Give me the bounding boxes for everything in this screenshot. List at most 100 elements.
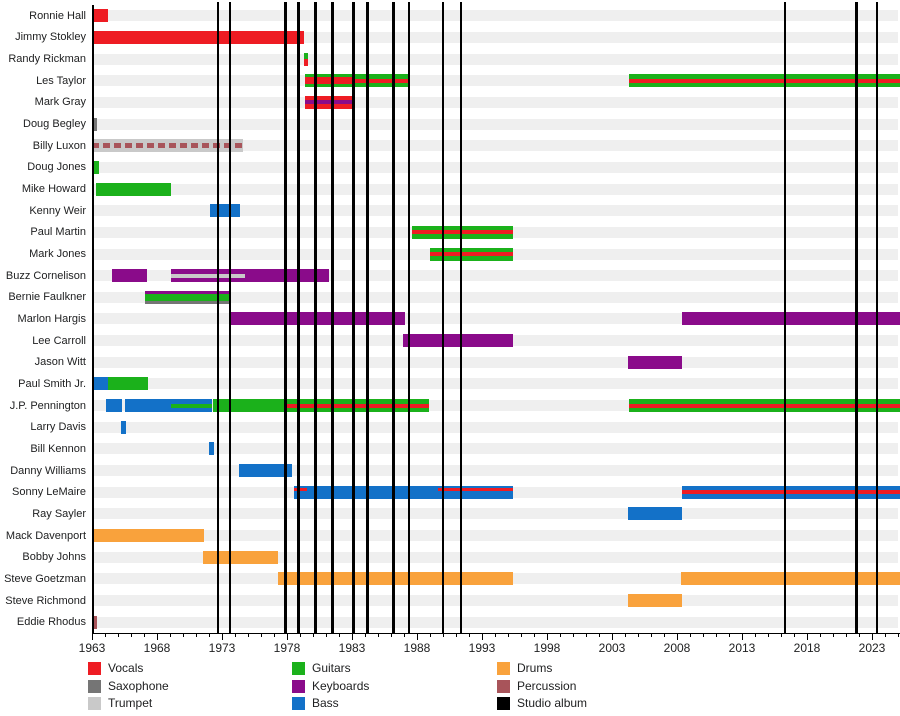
x-axis-tick [846, 632, 848, 637]
bar-stripe [92, 143, 243, 149]
timeline-bar [92, 139, 243, 153]
x-axis-tick-label: 2018 [793, 640, 821, 655]
timeline-bar [210, 204, 241, 218]
row-track [92, 270, 898, 282]
timeline-bar [120, 420, 126, 434]
x-axis-tick [755, 632, 757, 637]
x-axis-tick [274, 632, 276, 637]
legend-swatch-keyboards [292, 680, 305, 693]
member-label: Doug Jones [27, 161, 86, 174]
row-track [92, 443, 898, 455]
x-axis-tick-label: 2023 [858, 640, 886, 655]
x-axis-tick [729, 632, 731, 637]
member-label: Ray Sayler [32, 507, 86, 520]
x-axis-tick-label: 1968 [143, 640, 171, 655]
x-axis-tick [183, 632, 185, 637]
x-axis-tick [235, 632, 237, 637]
x-axis-tick [482, 632, 484, 640]
legend-label-bass: Bass [312, 696, 339, 710]
timeline-bar [303, 52, 308, 66]
legend-label-album: Studio album [517, 696, 588, 710]
bar-stripe [293, 487, 307, 492]
member-label: Jason Witt [34, 356, 86, 369]
x-axis-tick [586, 632, 588, 637]
x-axis-tick [521, 632, 523, 637]
member-label: Billy Luxon [32, 139, 86, 152]
bar-stripe [285, 403, 429, 408]
studio-album-line [459, 2, 463, 633]
member-label: Paul Martin [30, 226, 86, 239]
studio-album-line [783, 2, 787, 633]
bar-stripe [145, 300, 232, 304]
bar-stripe [171, 273, 246, 278]
legend-label-trumpet: Trumpet [108, 696, 153, 710]
x-axis-tick [222, 632, 224, 640]
timeline-bar [111, 269, 147, 283]
x-axis-tick [92, 632, 94, 640]
member-label: Sonny LeMaire [12, 486, 86, 499]
timeline-bar [245, 269, 329, 283]
member-label: Lee Carroll [32, 334, 86, 347]
timeline-bar [106, 399, 122, 413]
member-label: Bobby Johns [22, 551, 86, 564]
legend-label-vocals: Vocals [108, 661, 144, 675]
bar-stripe [303, 52, 308, 60]
x-axis-tick [339, 632, 341, 637]
x-axis-tick [105, 632, 107, 637]
bar-stripe [305, 100, 354, 105]
legend-swatch-percussion [497, 680, 510, 693]
x-axis-tick [703, 632, 705, 637]
x-axis-tick-label: 2003 [598, 640, 626, 655]
x-axis-tick [716, 632, 718, 637]
bar-stripe [682, 490, 900, 495]
bar-stripe [353, 78, 410, 83]
bar-stripe [171, 403, 212, 408]
timeline-bar [627, 594, 683, 607]
timeline-bar [212, 399, 286, 413]
x-axis-tick [742, 632, 744, 640]
member-label: Mark Jones [29, 248, 86, 261]
x-axis-tick [560, 632, 562, 637]
timeline-bar [680, 572, 900, 586]
x-axis-tick [417, 632, 419, 640]
row-track [92, 118, 898, 130]
member-label: Ronnie Hall [29, 9, 86, 22]
x-axis-tick-label: 1973 [208, 640, 236, 655]
x-axis-tick [443, 632, 445, 637]
bar-stripe [437, 487, 514, 492]
legend-label-guitars: Guitars [312, 661, 351, 675]
x-axis-tick [352, 632, 354, 640]
legend-swatch-album [497, 697, 510, 710]
row-track [92, 205, 898, 217]
x-axis-tick [404, 632, 406, 637]
timeline-bar [202, 550, 278, 564]
x-axis-tick-label: 2008 [663, 640, 691, 655]
timeline-bar [277, 572, 514, 586]
x-axis-tick [677, 632, 679, 640]
studio-album-line [216, 2, 220, 633]
studio-album-line [875, 2, 879, 633]
row-track [92, 400, 898, 412]
x-axis-tick [170, 632, 172, 637]
x-axis-tick [625, 632, 627, 637]
row-track [92, 356, 898, 368]
row-track [92, 140, 898, 152]
x-axis-tick [131, 632, 133, 637]
x-axis-tick [807, 632, 809, 640]
x-axis-tick [794, 632, 796, 637]
studio-album-line [392, 2, 395, 633]
member-label: Paul Smith Jr. [18, 377, 86, 390]
legend-swatch-trumpet [88, 697, 101, 710]
x-axis-tick [391, 632, 393, 637]
row-track [92, 313, 898, 325]
timeline-bar [92, 377, 109, 391]
x-axis-tick [326, 632, 328, 637]
studio-album-line [441, 2, 445, 633]
y-axis-line [92, 5, 94, 633]
x-axis-tick [248, 632, 250, 637]
x-axis-tick-label: 1978 [273, 640, 301, 655]
member-label: Bill Kennon [30, 442, 86, 455]
studio-album-line [366, 2, 369, 633]
x-axis-tick [261, 632, 263, 637]
